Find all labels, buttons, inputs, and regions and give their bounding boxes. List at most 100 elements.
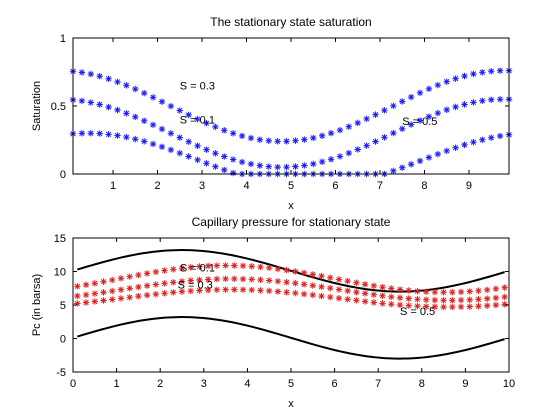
data-point — [109, 296, 116, 303]
data-point — [496, 132, 504, 140]
x-tick-label: 2 — [154, 180, 160, 192]
data-point — [407, 121, 415, 128]
data-point — [167, 130, 175, 137]
data-point — [399, 164, 406, 171]
data-point — [170, 279, 177, 286]
data-point — [461, 72, 468, 80]
data-point — [379, 300, 386, 307]
data-point — [176, 149, 183, 157]
data-point — [492, 285, 500, 293]
data-point — [292, 163, 299, 170]
data-point — [196, 287, 203, 294]
data-point — [370, 291, 378, 298]
data-point — [443, 147, 450, 155]
series-annotation: S = 0.1 — [180, 115, 215, 127]
data-point — [300, 269, 308, 277]
x-tick-label: 5 — [288, 378, 294, 390]
data-point — [479, 97, 486, 105]
y-tick-label: -5 — [56, 367, 66, 379]
chart-title: Capillary pressure for stationary state — [192, 215, 391, 229]
data-point — [457, 296, 465, 304]
x-tick-label: 4 — [243, 180, 249, 192]
data-point — [247, 134, 255, 142]
data-point — [283, 266, 290, 274]
data-point — [336, 153, 344, 160]
data-point — [170, 266, 177, 273]
data-point — [318, 283, 325, 291]
data-point — [470, 99, 477, 106]
data-point — [501, 284, 508, 291]
data-point — [301, 162, 308, 169]
y-tick-label: 1 — [60, 33, 66, 45]
data-point — [425, 154, 433, 161]
data-point — [461, 101, 468, 108]
data-point — [203, 119, 210, 127]
data-point — [344, 296, 351, 303]
data-point — [309, 291, 316, 299]
data-point — [91, 298, 98, 305]
data-point — [221, 127, 228, 134]
data-point — [425, 113, 433, 120]
data-point — [345, 149, 353, 157]
data-point — [91, 290, 98, 297]
data-point — [396, 294, 404, 301]
data-point — [431, 296, 439, 304]
data-point — [135, 293, 142, 300]
data-point — [149, 121, 157, 129]
data-point — [248, 286, 255, 294]
x-tick-label: 3 — [199, 180, 205, 192]
data-point — [361, 281, 369, 288]
y-axis-label: Saturation — [31, 81, 43, 131]
data-point — [152, 281, 160, 288]
data-point — [222, 275, 229, 283]
data-point — [187, 287, 194, 295]
data-point — [372, 138, 379, 145]
tick-labels: 0 1 2 3 4 5 6 7 8 9 10 -5 0 5 10 15 — [54, 233, 515, 390]
data-point — [379, 283, 386, 291]
data-point — [475, 287, 482, 294]
data-point — [353, 297, 360, 304]
data-point — [414, 302, 421, 310]
data-point — [256, 136, 264, 143]
series-markers — [74, 286, 508, 311]
data-point — [292, 268, 299, 275]
data-point — [132, 85, 139, 93]
data-point — [161, 280, 168, 287]
data-point — [492, 301, 500, 309]
data-point — [238, 132, 246, 140]
data-point — [213, 275, 221, 283]
data-point — [440, 289, 447, 296]
data-point — [87, 99, 94, 106]
x-tick-label: 7 — [377, 180, 383, 192]
data-point — [492, 294, 500, 302]
data-point — [344, 277, 351, 285]
data-point — [114, 106, 121, 114]
data-point — [161, 267, 168, 274]
data-point — [407, 161, 415, 168]
data-point — [335, 295, 343, 302]
data-point — [466, 296, 473, 304]
bound-line — [77, 316, 505, 360]
x-tick-label: 4 — [244, 378, 250, 390]
x-tick-label: 2 — [157, 378, 163, 390]
data-point — [422, 303, 430, 310]
data-point — [132, 135, 139, 143]
data-point — [452, 75, 459, 82]
data-point — [405, 302, 412, 309]
data-point — [152, 290, 160, 298]
data-point — [361, 290, 369, 297]
data-point — [425, 85, 433, 93]
data-point — [496, 67, 504, 74]
data-point — [488, 96, 495, 103]
data-point — [149, 94, 157, 101]
x-tick-label: 8 — [419, 378, 425, 390]
series-annotation: S = 0.5 — [402, 116, 437, 128]
data-point — [283, 289, 290, 296]
data-point — [416, 89, 424, 97]
data-point — [91, 280, 98, 287]
data-point — [105, 103, 112, 111]
data-point — [390, 102, 397, 110]
x-axis-label: x — [288, 200, 294, 212]
data-point — [381, 134, 388, 141]
y-axis-label: Pc (in barsa) — [31, 274, 43, 336]
